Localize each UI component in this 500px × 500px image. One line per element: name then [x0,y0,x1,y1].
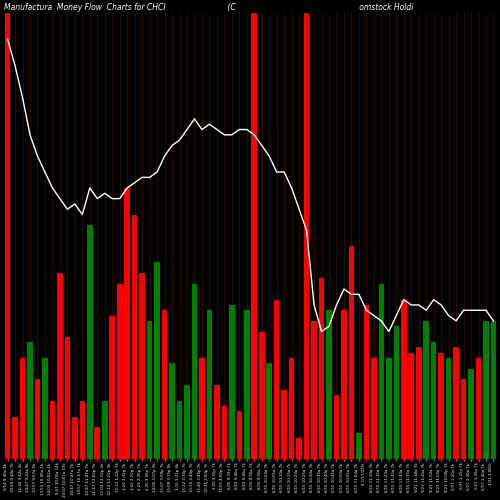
Bar [296,438,302,459]
Bar [334,396,340,459]
Bar [304,12,310,459]
Bar [341,310,347,459]
Bar [87,225,92,459]
Bar [289,358,294,459]
Bar [214,384,220,459]
Bar [94,427,100,459]
Bar [274,300,280,459]
Bar [20,358,26,459]
Bar [154,262,160,459]
Bar [222,406,227,459]
Bar [206,310,212,459]
Bar [371,358,376,459]
Bar [236,412,242,459]
Bar [394,326,399,459]
Bar [476,358,482,459]
Bar [12,416,18,459]
Bar [64,337,70,459]
Bar [42,358,48,459]
Bar [72,416,78,459]
Bar [386,358,392,459]
Bar [176,400,182,459]
Bar [132,214,138,459]
Bar [192,284,198,459]
Bar [318,278,324,459]
Bar [5,12,10,459]
Bar [468,368,474,459]
Text: Manufactura  Money Flow  Charts for CHCI                          (C            : Manufactura Money Flow Charts for CHCI (… [4,3,413,12]
Bar [252,12,257,459]
Bar [408,353,414,459]
Bar [117,284,122,459]
Bar [282,390,287,459]
Bar [140,273,145,459]
Bar [199,358,204,459]
Bar [229,305,234,459]
Bar [364,305,369,459]
Bar [244,310,250,459]
Bar [312,321,317,459]
Bar [266,364,272,459]
Bar [184,384,190,459]
Bar [348,246,354,459]
Bar [80,400,85,459]
Bar [446,358,452,459]
Bar [169,364,175,459]
Bar [416,348,422,459]
Bar [147,321,152,459]
Bar [438,353,444,459]
Bar [162,310,168,459]
Bar [57,273,62,459]
Bar [34,380,40,459]
Bar [401,300,406,459]
Bar [27,342,33,459]
Bar [124,188,130,459]
Bar [454,348,459,459]
Bar [110,316,115,459]
Bar [431,342,436,459]
Bar [356,432,362,459]
Bar [50,400,55,459]
Bar [326,310,332,459]
Bar [378,284,384,459]
Bar [102,400,108,459]
Bar [461,380,466,459]
Bar [483,321,489,459]
Bar [259,332,264,459]
Bar [490,321,496,459]
Bar [424,321,429,459]
